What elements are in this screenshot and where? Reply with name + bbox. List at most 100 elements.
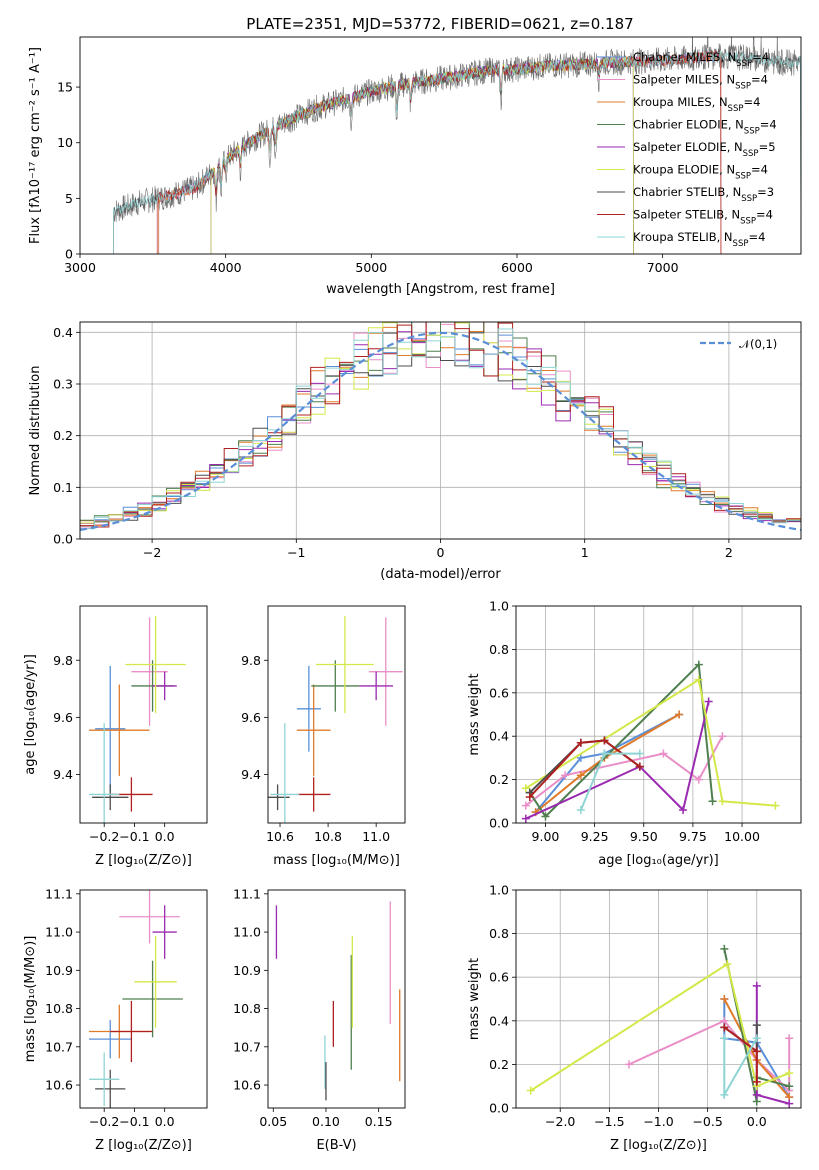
axes-frame <box>79 36 802 255</box>
y-tick-label: 0.2 <box>489 772 509 787</box>
data-point <box>521 814 530 823</box>
data-point <box>561 771 570 780</box>
data-point <box>541 812 550 821</box>
y-tick-label: 9.4 <box>53 767 73 782</box>
x-tick-label: 1 <box>581 545 589 560</box>
legend-entry: Chabrier STELIB, NSSP=3 <box>633 185 774 204</box>
gaussian-curve <box>80 331 801 531</box>
x-tick-label: 0.10 <box>312 1114 340 1129</box>
series-kroupa-stelib <box>720 1034 761 1099</box>
data-point <box>752 1034 761 1043</box>
y-tick-label: 10.9 <box>45 963 73 978</box>
y-axis-label: Flux [fλ10⁻¹⁷ erg cm⁻² s⁻¹ A⁻¹] <box>28 47 43 244</box>
x-tick-label: 0 <box>437 545 445 560</box>
legend-entry: Salpeter STELIB, NSSP=4 <box>633 208 773 227</box>
errorbar-salpeter-miles <box>368 617 403 726</box>
x-tick-label: 9.75 <box>679 829 707 844</box>
x-tick-label: 4000 <box>210 260 242 275</box>
y-tick-label: 9.8 <box>241 653 261 668</box>
y-axis-label: mass weight <box>467 673 482 755</box>
y-tick-label: 0.8 <box>489 642 509 657</box>
data-point <box>694 675 703 684</box>
errorbar-chabrier-stelib <box>95 1069 126 1108</box>
y-tick-label: 0.6 <box>489 685 509 700</box>
series-line <box>535 713 680 813</box>
errorbar-chabrier-miles <box>89 1020 132 1059</box>
y-axis-label: Normed distribution <box>28 366 43 496</box>
axes-frame <box>267 889 406 1109</box>
axes-frame <box>267 605 406 824</box>
y-tick-label: 11.1 <box>233 886 261 901</box>
x-axis-label: Z [log₁₀(Z/Z⊙)] <box>95 1138 192 1153</box>
x-axis-label: (data-model)/error <box>380 567 501 582</box>
y-tick-label: 0.4 <box>489 1013 509 1028</box>
x-tick-label: 9.25 <box>581 829 609 844</box>
legend-entry: Chabrier MILES, NSSP=4 <box>633 50 769 69</box>
y-tick-label: 10.8 <box>233 1001 261 1016</box>
errorbar-kroupa-elodie <box>134 935 177 1028</box>
x-tick-label: 11.0 <box>362 829 390 844</box>
spectrum-panel: 3000 4000 5000 6000 7000 0 5 10 15 wavelength [An… <box>28 36 802 297</box>
age-vs-mass-plot-area <box>268 615 403 823</box>
x-tick-label: −2 <box>143 545 161 560</box>
spectrum-plot-area <box>113 37 801 254</box>
data-point <box>723 960 732 969</box>
y-tick-label: 10.6 <box>233 1078 261 1093</box>
data-point <box>521 784 530 793</box>
data-point <box>694 775 703 784</box>
legend-entry: Salpeter MILES, NSSP=4 <box>633 73 768 92</box>
y-tick-label: 10.6 <box>45 1078 73 1093</box>
y-axis-label: age [log₁₀(age/yr)] <box>23 654 38 775</box>
x-tick-label: 10.00 <box>724 829 760 844</box>
data-point <box>785 1069 794 1078</box>
axes-frame <box>79 605 208 824</box>
mass-vs-ebv-plot-area <box>275 901 401 1101</box>
y-tick-label: 15 <box>57 80 73 95</box>
data-point <box>720 944 729 953</box>
y-tick-label: 0.4 <box>53 325 73 340</box>
mass-weight-vs-age-panel: 9.00 9.25 9.50 9.75 10.00 0.0 0.2 0.4 0.6 0.8 1.0 a… <box>467 599 802 868</box>
y-axis-label: mass weight <box>467 958 482 1040</box>
legend-entry: Kroupa ELODIE, NSSP=4 <box>633 163 768 182</box>
y-tick-label: 0.1 <box>53 480 73 495</box>
errorbar-salpeter-elodie <box>152 671 177 701</box>
errorbar-chabrier-miles <box>296 665 321 752</box>
residual-histogram-kroupa-elodie <box>80 322 801 524</box>
y-tick-label: 9.6 <box>53 710 73 725</box>
y-tick-label: 0.8 <box>489 926 509 941</box>
data-point <box>720 1090 729 1099</box>
y-tick-label: 9.8 <box>53 653 73 668</box>
errorbar-salpeter-elodie <box>359 671 393 701</box>
series-line <box>530 962 790 1092</box>
series-kroupa-miles <box>531 710 684 817</box>
y-tick-label: 0.0 <box>53 532 73 547</box>
errorbar-chabrier-miles <box>95 665 126 792</box>
mass-vs-Z-plot-area <box>89 890 183 1108</box>
x-axis-label: wavelength [Angstrom, rest frame] <box>326 282 555 297</box>
errorbar-kroupa-miles <box>89 684 150 776</box>
errorbar-chabrier-stelib <box>92 784 129 811</box>
x-axis-label: Z [log₁₀(Z/Z⊙)] <box>610 1138 707 1153</box>
y-tick-label: 11.0 <box>233 925 261 940</box>
y-tick-label: 1.0 <box>489 599 509 614</box>
x-axis-label: Z [log₁₀(Z/Z⊙)] <box>95 853 192 868</box>
x-axis-label: age [log₁₀(age/yr)] <box>598 853 719 868</box>
errorbar-kroupa-stelib <box>270 723 300 823</box>
age-vs-Z-panel: −0.2 −0.1 0.0 9.4 9.6 9.8 Z [log₁₀(Z/Z⊙)] age [… <box>23 605 208 868</box>
errorbar-kroupa-elodie <box>316 615 374 714</box>
x-tick-label: 9.50 <box>630 829 658 844</box>
errorbar-kroupa-miles <box>296 684 331 776</box>
legend-entry: Salpeter ELODIE, NSSP=5 <box>633 140 776 159</box>
errorbar-salpeter-stelib <box>110 1000 153 1063</box>
series-salpeter-miles <box>625 1016 794 1095</box>
axes-frame <box>79 321 802 540</box>
data-point <box>752 1047 761 1056</box>
series-salpeter-miles <box>521 732 727 810</box>
x-tick-label: 0.05 <box>259 1114 287 1129</box>
x-tick-label: −0.2 <box>89 1114 119 1129</box>
data-point <box>600 749 609 758</box>
mass-vs-Z-panel: −0.2 −0.1 0.0 10.6 10.7 10.8 10.9 11.0 11.1 Z [lo… <box>23 886 208 1153</box>
x-tick-label: 2 <box>725 545 733 560</box>
y-tick-label: 1.0 <box>489 883 509 898</box>
